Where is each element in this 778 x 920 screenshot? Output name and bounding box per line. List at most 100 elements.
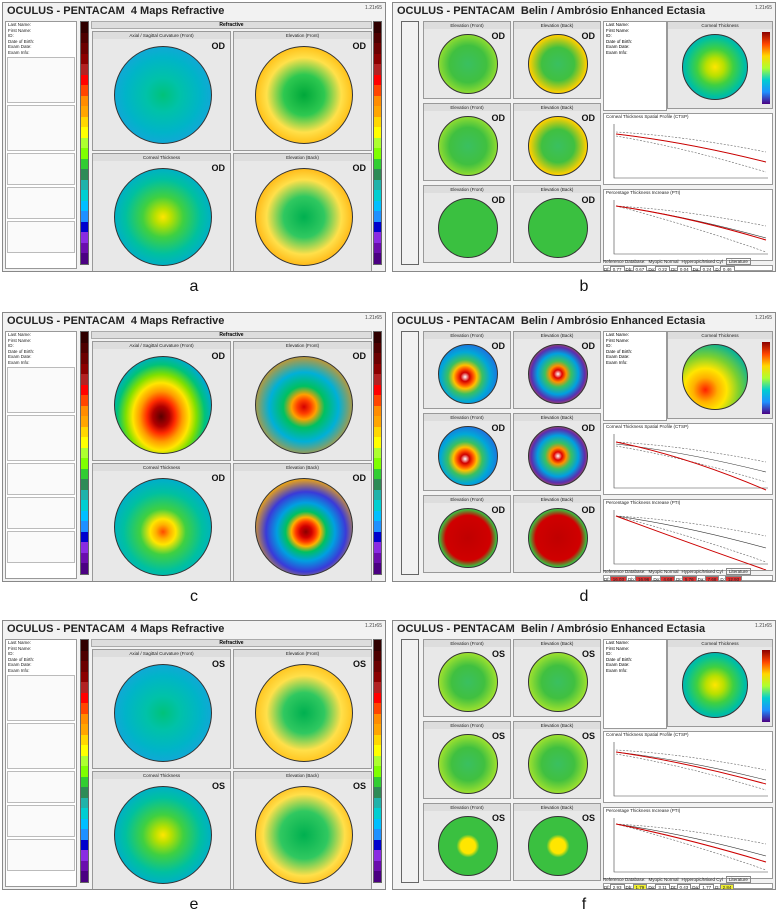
- elevation-map[interactable]: Elevation (Back) OD: [513, 495, 601, 573]
- color-scale-left: [80, 639, 89, 883]
- reference-option-radio[interactable]: Myopic Normal: [648, 877, 679, 882]
- corneal-thickness-map[interactable]: Corneal Thickness: [667, 331, 773, 419]
- panel-title: Belin / Ambrósio Enhanced Ectasia: [520, 315, 706, 327]
- literature-button[interactable]: Literature: [725, 876, 751, 883]
- scale-swatch: [374, 671, 381, 683]
- patient-field-label: First Name:: [606, 27, 630, 33]
- software-version: 1.21r65: [365, 5, 382, 11]
- elevation-map[interactable]: Elevation (Back) OD: [513, 185, 601, 263]
- brand-name: OCULUS: [7, 623, 54, 635]
- reference-option-radio[interactable]: Hyperopic/Mixed Cyl: [681, 877, 723, 882]
- map-title: Elevation (Back): [514, 332, 600, 339]
- elevation-map[interactable]: Elevation (Front) OS: [423, 721, 511, 799]
- scale-swatch: [81, 169, 88, 180]
- elevation-map[interactable]: Elevation (Front) OD: [423, 331, 511, 409]
- topography-map[interactable]: Axial / Sagittal Curvature (Front) OD: [92, 341, 231, 461]
- elevation-map[interactable]: Elevation (Back) OS: [513, 721, 601, 799]
- thickness-profile-graph[interactable]: Percentage Thickness Increase (PTI): [603, 807, 773, 879]
- scale-swatch: [81, 116, 88, 128]
- software-version: 1.21r65: [755, 5, 772, 11]
- graph-axes: [613, 124, 768, 179]
- reference-option-radio[interactable]: Myopic Normal: [648, 259, 679, 264]
- elevation-map[interactable]: Elevation (Back) OD: [513, 413, 601, 491]
- elevation-map[interactable]: Elevation (Back) OS: [513, 803, 601, 881]
- scale-swatch: [81, 106, 88, 117]
- elevation-map[interactable]: Elevation (Back) OS: [513, 639, 601, 717]
- patient-field-label: First Name:: [8, 27, 32, 33]
- topography-map[interactable]: Elevation (Front) OD: [233, 341, 372, 461]
- topography-map[interactable]: Elevation (Back) OS: [233, 771, 372, 889]
- scale-swatch: [81, 776, 88, 788]
- map-title: Elevation (Back): [514, 22, 600, 29]
- scale-swatch: [81, 458, 88, 469]
- patient-field-label: Last Name:: [606, 22, 630, 27]
- scale-swatch: [81, 148, 88, 159]
- elevation-map[interactable]: Elevation (Back) OD: [513, 21, 601, 99]
- scale-swatch: [374, 808, 381, 819]
- scale-swatch: [374, 190, 381, 201]
- scale-swatch: [374, 797, 381, 809]
- scale-swatch: [374, 531, 381, 543]
- reference-option-radio[interactable]: Hyperopic/Mixed Cyl: [681, 259, 723, 264]
- topography-map[interactable]: Corneal Thickness OS: [92, 771, 231, 889]
- topography-map[interactable]: Elevation (Back) OD: [233, 153, 372, 271]
- patient-field-label: Date of Birth:: [8, 38, 35, 44]
- literature-button[interactable]: Literature: [725, 258, 751, 265]
- graph-plot: [613, 742, 768, 797]
- scale-swatch: [81, 724, 88, 735]
- panel-title: 4 Maps Refractive: [130, 315, 225, 327]
- scale-swatch: [81, 563, 88, 574]
- patient-field-label: ID:: [8, 33, 14, 38]
- panel-a: OCULUS - PENTACAM 4 Maps Refractive 1.21r…: [2, 2, 386, 272]
- thickness-profile-graph[interactable]: Percentage Thickness Increase (PTI): [603, 189, 773, 261]
- map-title: Elevation (Back): [514, 104, 600, 111]
- eye-label: OD: [211, 163, 226, 173]
- normal-range-curve: [615, 443, 767, 473]
- elevation-map[interactable]: Elevation (Front) OD: [423, 103, 511, 181]
- topography-map[interactable]: Corneal Thickness OD: [92, 463, 231, 581]
- brand-name: OCULUS: [397, 5, 444, 17]
- topography-map[interactable]: Axial / Sagittal Curvature (Front) OD: [92, 31, 231, 151]
- scale-swatch: [81, 342, 88, 354]
- literature-button[interactable]: Literature: [725, 568, 751, 575]
- thickness-profile-graph[interactable]: Corneal Thickness Spatial Profile (CTSP): [603, 113, 773, 185]
- patient-info-sidebar: Last Name: First Name: ID: Date of Birth: Ex…: [5, 21, 77, 269]
- scale-swatch: [374, 384, 381, 396]
- map-title: Elevation (Front): [424, 104, 510, 111]
- scale-swatch: [374, 542, 381, 553]
- reference-option-radio[interactable]: Hyperopic/Mixed Cyl: [681, 569, 723, 574]
- scale-swatch: [81, 682, 88, 693]
- patient-info-sidebar: Last Name: First Name: ID: Date of Birth: Ex…: [5, 331, 77, 579]
- software-version: 1.21r65: [365, 315, 382, 321]
- scale-swatch: [374, 363, 381, 375]
- map-disc: [113, 168, 212, 266]
- elevation-map[interactable]: Elevation (Front) OS: [423, 803, 511, 881]
- data-table-block: [7, 723, 75, 769]
- map-disc: [528, 652, 588, 712]
- scale-swatch: [374, 860, 381, 872]
- eye-label: OS: [581, 649, 595, 659]
- scale-swatch: [374, 22, 381, 33]
- d-label: Df:: [604, 267, 610, 272]
- elevation-map[interactable]: Elevation (Back) OD: [513, 331, 601, 409]
- topography-map[interactable]: Corneal Thickness OD: [92, 153, 231, 271]
- corneal-thickness-map[interactable]: Corneal Thickness: [667, 21, 773, 109]
- topography-map[interactable]: Axial / Sagittal Curvature (Front) OS: [92, 649, 231, 769]
- thickness-profile-graph[interactable]: Corneal Thickness Spatial Profile (CTSP): [603, 731, 773, 803]
- corneal-thickness-map[interactable]: Corneal Thickness: [667, 639, 773, 727]
- elevation-map[interactable]: Elevation (Front) OS: [423, 639, 511, 717]
- elevation-map[interactable]: Elevation (Front) OD: [423, 185, 511, 263]
- elevation-map[interactable]: Elevation (Front) OD: [423, 495, 511, 573]
- topography-map[interactable]: Elevation (Front) OS: [233, 649, 372, 769]
- scale-swatch: [81, 703, 88, 714]
- topography-map[interactable]: Elevation (Front) OD: [233, 31, 372, 151]
- elevation-map[interactable]: Elevation (Front) OD: [423, 413, 511, 491]
- scale-swatch: [374, 650, 381, 662]
- elevation-map[interactable]: Elevation (Front) OD: [423, 21, 511, 99]
- panel-title-bar: OCULUS - PENTACAM Belin / Ambrósio Enhan…: [393, 621, 775, 637]
- elevation-map[interactable]: Elevation (Back) OD: [513, 103, 601, 181]
- reference-option-radio[interactable]: Myopic Normal: [648, 569, 679, 574]
- thickness-profile-graph[interactable]: Percentage Thickness Increase (PTI): [603, 499, 773, 571]
- thickness-profile-graph[interactable]: Corneal Thickness Spatial Profile (CTSP): [603, 423, 773, 495]
- topography-map[interactable]: Elevation (Back) OD: [233, 463, 372, 581]
